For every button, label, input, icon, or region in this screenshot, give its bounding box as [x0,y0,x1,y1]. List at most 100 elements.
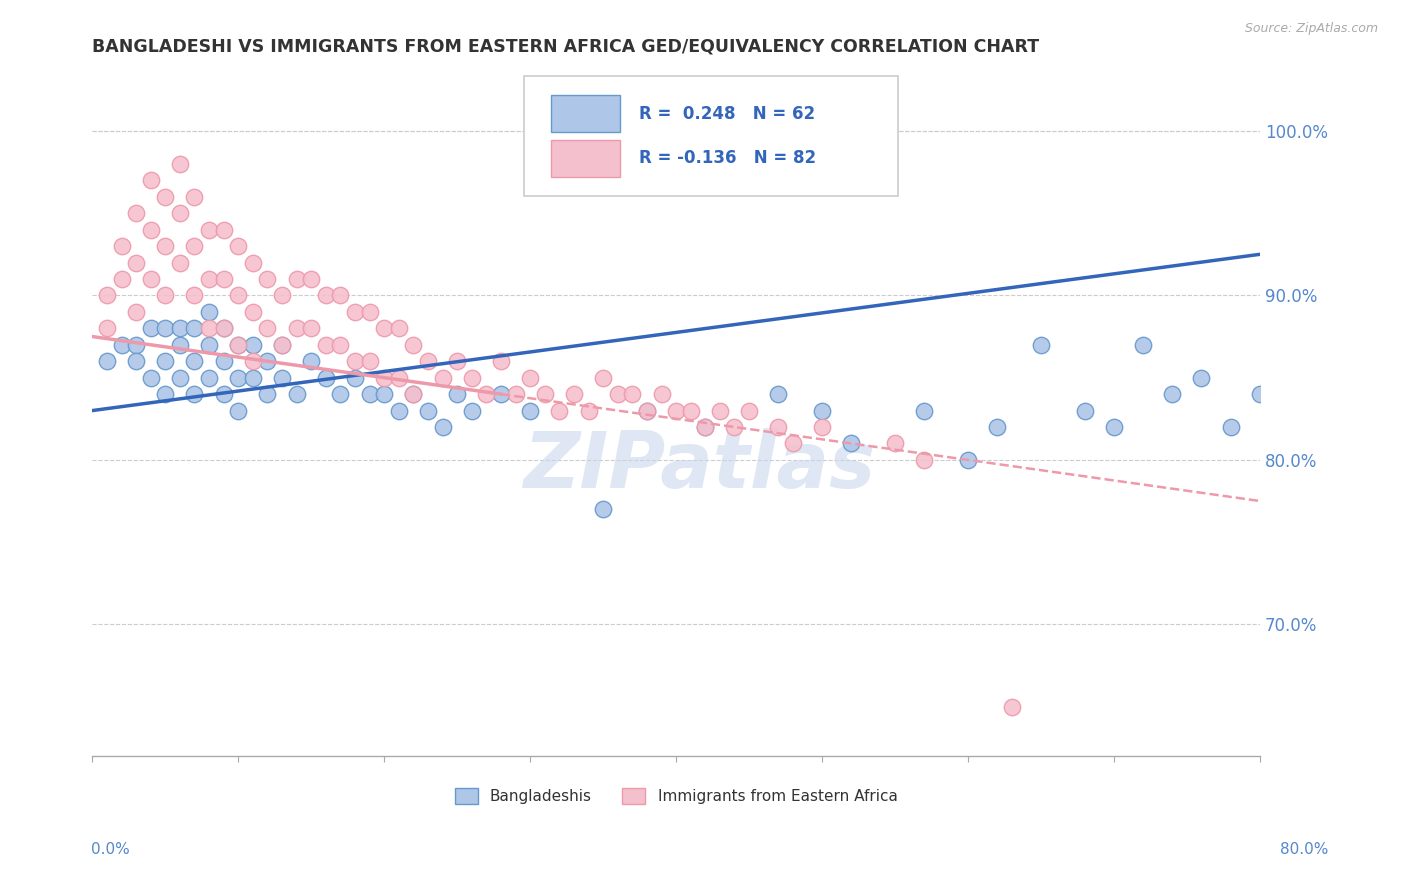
Point [344,305,367,319]
Point [226,338,249,352]
Point [388,321,411,335]
Point [169,338,191,352]
Point [1249,387,1271,401]
Point [169,321,191,335]
Point [169,157,191,171]
Point [226,338,249,352]
Point [592,502,614,516]
Point [242,354,264,368]
Point [489,387,512,401]
Point [125,354,148,368]
Point [155,190,177,204]
Point [226,403,249,417]
Point [212,321,235,335]
Point [155,288,177,302]
Point [636,403,658,417]
Point [212,272,235,286]
Point [679,403,702,417]
Point [256,321,278,335]
Point [1001,699,1024,714]
Point [695,420,717,434]
Point [723,420,745,434]
Point [125,338,148,352]
Point [373,370,395,384]
Point [416,354,439,368]
Point [782,436,804,450]
Point [402,387,425,401]
Point [811,420,834,434]
Point [592,370,614,384]
Point [912,453,935,467]
Point [198,321,221,335]
Point [562,387,585,401]
Point [1074,403,1097,417]
Point [768,420,790,434]
Point [548,403,571,417]
Point [96,321,118,335]
Point [242,370,264,384]
Point [811,403,834,417]
Point [110,239,132,253]
Point [533,387,555,401]
Point [139,173,162,187]
Text: R = -0.136   N = 82: R = -0.136 N = 82 [638,150,815,168]
Text: ZIPatlas: ZIPatlas [523,428,876,504]
Point [329,338,352,352]
Point [329,288,352,302]
Point [212,387,235,401]
Point [139,272,162,286]
Point [183,321,205,335]
Point [1161,387,1184,401]
Text: Source: ZipAtlas.com: Source: ZipAtlas.com [1244,22,1378,36]
Point [695,420,717,434]
Point [96,288,118,302]
Point [621,387,644,401]
Point [299,272,322,286]
Point [359,305,381,319]
Point [489,354,512,368]
Point [155,321,177,335]
Point [183,354,205,368]
Point [432,420,454,434]
Point [226,370,249,384]
Point [169,206,191,220]
Point [256,272,278,286]
Point [169,370,191,384]
Point [242,338,264,352]
Point [256,354,278,368]
Point [606,387,628,401]
Point [315,370,337,384]
Point [665,403,688,417]
Point [299,321,322,335]
Point [139,321,162,335]
Point [388,403,411,417]
Point [271,338,294,352]
Point [271,370,294,384]
Point [505,387,527,401]
Point [125,305,148,319]
Text: R =  0.248   N = 62: R = 0.248 N = 62 [638,104,815,122]
Point [650,387,672,401]
Point [956,453,979,467]
Point [183,190,205,204]
Point [271,338,294,352]
Point [402,338,425,352]
Point [432,370,454,384]
Point [285,272,308,286]
Point [212,321,235,335]
Point [198,338,221,352]
Point [839,436,862,450]
Point [183,288,205,302]
Point [125,255,148,269]
Point [1029,338,1052,352]
Point [461,370,484,384]
Point [344,370,367,384]
Point [519,403,541,417]
Point [315,338,337,352]
Point [155,354,177,368]
FancyBboxPatch shape [551,95,620,132]
Point [884,436,907,450]
Point [416,403,439,417]
Point [212,222,235,236]
Point [155,239,177,253]
